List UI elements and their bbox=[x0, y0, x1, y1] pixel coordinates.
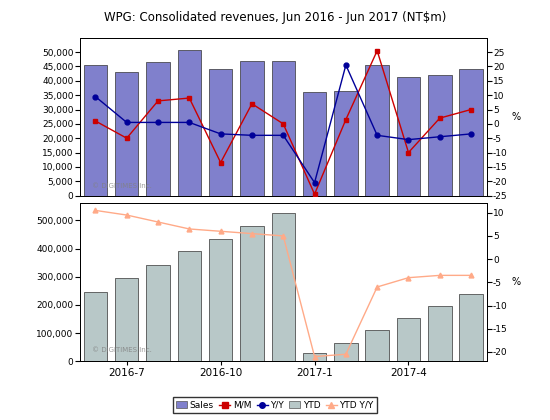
Bar bbox=[303, 353, 326, 361]
Bar bbox=[365, 65, 389, 196]
Bar bbox=[334, 343, 358, 361]
Bar bbox=[209, 69, 232, 196]
Bar bbox=[240, 226, 263, 361]
Bar bbox=[272, 213, 295, 361]
Bar bbox=[209, 239, 232, 361]
Bar bbox=[178, 50, 201, 196]
Text: WPG: Consolidated revenues, Jun 2016 - Jun 2017 (NT$m): WPG: Consolidated revenues, Jun 2016 - J… bbox=[104, 10, 446, 24]
Y-axis label: %: % bbox=[512, 112, 521, 122]
Bar bbox=[428, 306, 452, 361]
Bar bbox=[397, 318, 420, 361]
Bar bbox=[240, 61, 263, 196]
Bar bbox=[272, 61, 295, 196]
Bar bbox=[334, 91, 358, 196]
Bar bbox=[178, 251, 201, 361]
Bar bbox=[459, 294, 483, 361]
Bar bbox=[146, 265, 170, 361]
Text: © DIGITIMES Inc.: © DIGITIMES Inc. bbox=[92, 347, 152, 353]
Legend: Sales, M/M, Y/Y, YTD, YTD Y/Y: Sales, M/M, Y/Y, YTD, YTD Y/Y bbox=[173, 397, 377, 413]
Bar bbox=[84, 292, 107, 361]
Bar bbox=[397, 77, 420, 196]
Bar bbox=[303, 92, 326, 196]
Bar bbox=[428, 75, 452, 196]
Y-axis label: %: % bbox=[512, 277, 521, 287]
Bar bbox=[115, 278, 139, 361]
Bar bbox=[365, 330, 389, 361]
Bar bbox=[146, 62, 170, 196]
Bar bbox=[115, 72, 139, 196]
Text: © DIGITIMES Inc.: © DIGITIMES Inc. bbox=[92, 183, 152, 189]
Bar bbox=[459, 69, 483, 196]
Bar bbox=[84, 65, 107, 196]
